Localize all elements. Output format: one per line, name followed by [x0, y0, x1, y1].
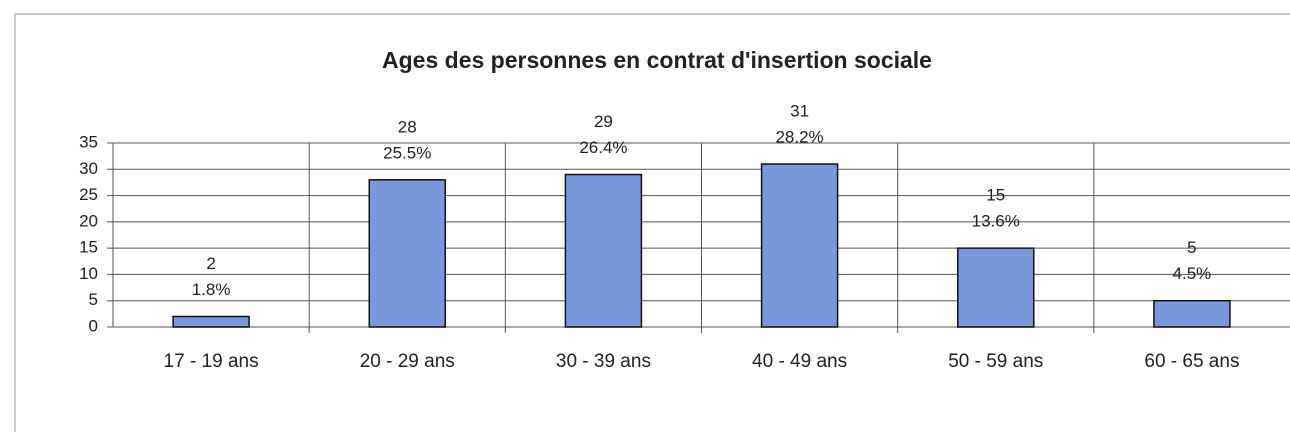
x-tick-label: 60 - 65 ans — [1144, 351, 1239, 372]
y-tick-label: 25 — [79, 185, 98, 204]
bar — [564, 173, 643, 328]
percentage-label: 26.4% — [579, 138, 627, 157]
value-label: 2 — [206, 254, 215, 273]
bar — [172, 315, 250, 328]
value-label: 28 — [398, 117, 417, 136]
bar — [760, 163, 839, 328]
y-tick-label: 20 — [79, 211, 98, 230]
bar — [957, 247, 1035, 328]
x-tick-label: 50 - 59 ans — [948, 351, 1043, 372]
percentage-label: 1.8% — [192, 280, 231, 299]
chart-title: Ages des personnes en contrat d'insertio… — [382, 47, 932, 73]
y-tick-label: 0 — [89, 316, 98, 335]
percentage-label: 25.5% — [383, 143, 431, 162]
value-label: 15 — [986, 186, 1005, 205]
y-tick-label: 15 — [79, 238, 98, 257]
x-tick-label: 17 - 19 ans — [164, 351, 259, 372]
value-label: 5 — [1187, 238, 1196, 257]
percentage-label: 4.5% — [1173, 264, 1212, 283]
x-tick-label: 40 - 49 ans — [752, 351, 847, 372]
bar — [368, 179, 446, 328]
bar — [1153, 299, 1231, 328]
y-tick-label: 35 — [79, 132, 98, 151]
percentage-label: 28.2% — [775, 128, 823, 147]
value-label: 29 — [594, 112, 613, 131]
x-tick-label: 30 - 39 ans — [556, 351, 651, 372]
percentage-label: 13.6% — [972, 212, 1020, 231]
y-tick-label: 10 — [79, 264, 98, 283]
x-tick-label: 20 - 29 ans — [360, 351, 455, 372]
y-tick-label: 5 — [89, 290, 98, 309]
value-label: 31 — [790, 102, 809, 121]
y-tick-label: 30 — [79, 159, 98, 178]
